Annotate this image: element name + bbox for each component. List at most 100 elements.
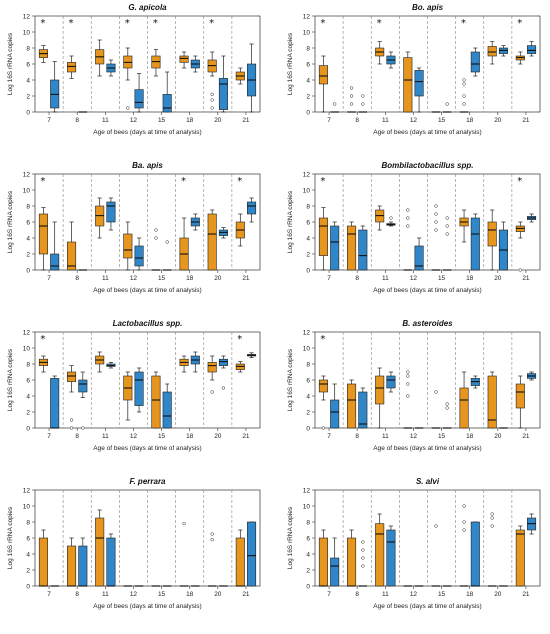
box-blue	[386, 51, 396, 69]
y-tick-label: 10	[303, 503, 311, 510]
box-orange	[375, 41, 385, 65]
box-orange	[38, 207, 48, 271]
box-body	[470, 217, 480, 271]
x-tick-label: 11	[102, 275, 109, 282]
outlier-point	[221, 386, 226, 390]
outlier-point	[361, 102, 365, 106]
chart-panel: G. apicola 0 2 4 6 8 10 12 Log 16S rRNA copies 7 *…	[7, 3, 261, 136]
y-tick-label: 10	[23, 29, 31, 36]
box-body	[67, 62, 77, 73]
box-orange	[375, 205, 385, 231]
box-orange	[123, 371, 133, 421]
box-orange	[487, 512, 497, 587]
significance-star: *	[377, 18, 382, 29]
outlier-point	[69, 426, 74, 430]
x-tick-label: 21	[242, 433, 250, 440]
box-blue	[358, 540, 368, 587]
box-orange	[431, 204, 441, 271]
x-tick-label: 18	[466, 591, 474, 598]
box-body	[123, 233, 133, 259]
outlier-point	[490, 524, 494, 528]
box-body	[247, 201, 257, 215]
y-tick-label: 4	[306, 77, 310, 84]
box-body	[67, 241, 77, 271]
x-tick-label: 11	[382, 433, 389, 440]
box-orange	[179, 355, 189, 373]
box-blue	[330, 537, 340, 587]
box-orange	[95, 351, 105, 373]
box-body	[375, 523, 385, 587]
box-blue	[330, 383, 340, 429]
box-body	[235, 537, 245, 587]
x-tick-label: 11	[102, 591, 109, 598]
outlier-point	[361, 548, 365, 552]
box-body	[218, 78, 228, 110]
x-tick-label: 21	[242, 591, 250, 598]
outlier-point	[462, 520, 466, 524]
box-blue	[442, 102, 452, 113]
box-orange	[235, 361, 245, 373]
significance-star: *	[181, 176, 186, 187]
x-tick-label: 12	[130, 433, 138, 440]
x-tick-label: 11	[382, 275, 389, 282]
box-blue	[162, 240, 172, 271]
box-orange	[459, 371, 469, 429]
box-blue	[330, 221, 340, 271]
y-tick-label: 4	[26, 551, 30, 558]
chart-title: G. apicola	[128, 3, 167, 12]
y-tick-label: 10	[23, 345, 31, 352]
outlier-point	[490, 512, 494, 516]
x-tick-label: 18	[466, 433, 474, 440]
y-tick-label: 10	[23, 503, 31, 510]
box-body	[78, 379, 88, 393]
y-tick-label: 8	[26, 45, 30, 52]
chart-title: Bombilactobacillus spp.	[381, 161, 473, 170]
chart-title: Ba. apis	[132, 161, 163, 170]
box-blue	[386, 371, 396, 393]
outlier-point	[462, 94, 466, 98]
box-blue	[190, 213, 200, 231]
y-tick-label: 6	[26, 61, 30, 68]
x-tick-label: 8	[355, 275, 359, 282]
x-tick-label: 11	[102, 117, 109, 124]
box-blue	[247, 197, 257, 223]
box-body	[38, 537, 48, 587]
box-blue	[247, 352, 257, 358]
box-blue	[50, 61, 60, 113]
box-blue	[358, 94, 368, 113]
box-body	[414, 70, 424, 97]
y-tick-label: 4	[26, 77, 30, 84]
box-body	[134, 245, 144, 267]
box-orange	[67, 365, 77, 430]
chart-panel: Ba. apis 0 2 4 6 8 10 12 Log 16S rRNA copies 7 * 8 1…	[7, 161, 261, 294]
box-orange	[151, 228, 161, 271]
y-tick-label: 6	[26, 535, 30, 542]
y-tick-label: 6	[306, 535, 310, 542]
box-body	[67, 371, 77, 382]
y-tick-label: 12	[23, 171, 31, 178]
box-body	[318, 217, 328, 256]
y-tick-label: 4	[306, 235, 310, 242]
y-tick-label: 4	[306, 551, 310, 558]
outlier-point	[434, 390, 438, 394]
x-tick-label: 7	[47, 591, 51, 598]
box-body	[358, 229, 368, 271]
y-tick-label: 0	[306, 425, 310, 432]
box-orange	[403, 51, 413, 113]
box-orange	[347, 379, 357, 429]
x-tick-label: 8	[355, 117, 359, 124]
x-tick-label: 15	[438, 591, 446, 598]
outlier-point	[361, 564, 365, 568]
box-orange	[95, 509, 105, 587]
outlier-point	[210, 537, 214, 542]
significance-star: *	[320, 176, 325, 187]
box-body	[106, 537, 116, 587]
box-orange	[375, 367, 385, 429]
y-tick-label: 12	[303, 487, 311, 494]
box-blue	[218, 55, 228, 113]
box-blue	[470, 213, 480, 271]
box-blue	[134, 73, 144, 113]
significance-star: *	[237, 334, 242, 345]
y-tick-label: 2	[306, 251, 310, 258]
outlier-point	[406, 382, 410, 386]
